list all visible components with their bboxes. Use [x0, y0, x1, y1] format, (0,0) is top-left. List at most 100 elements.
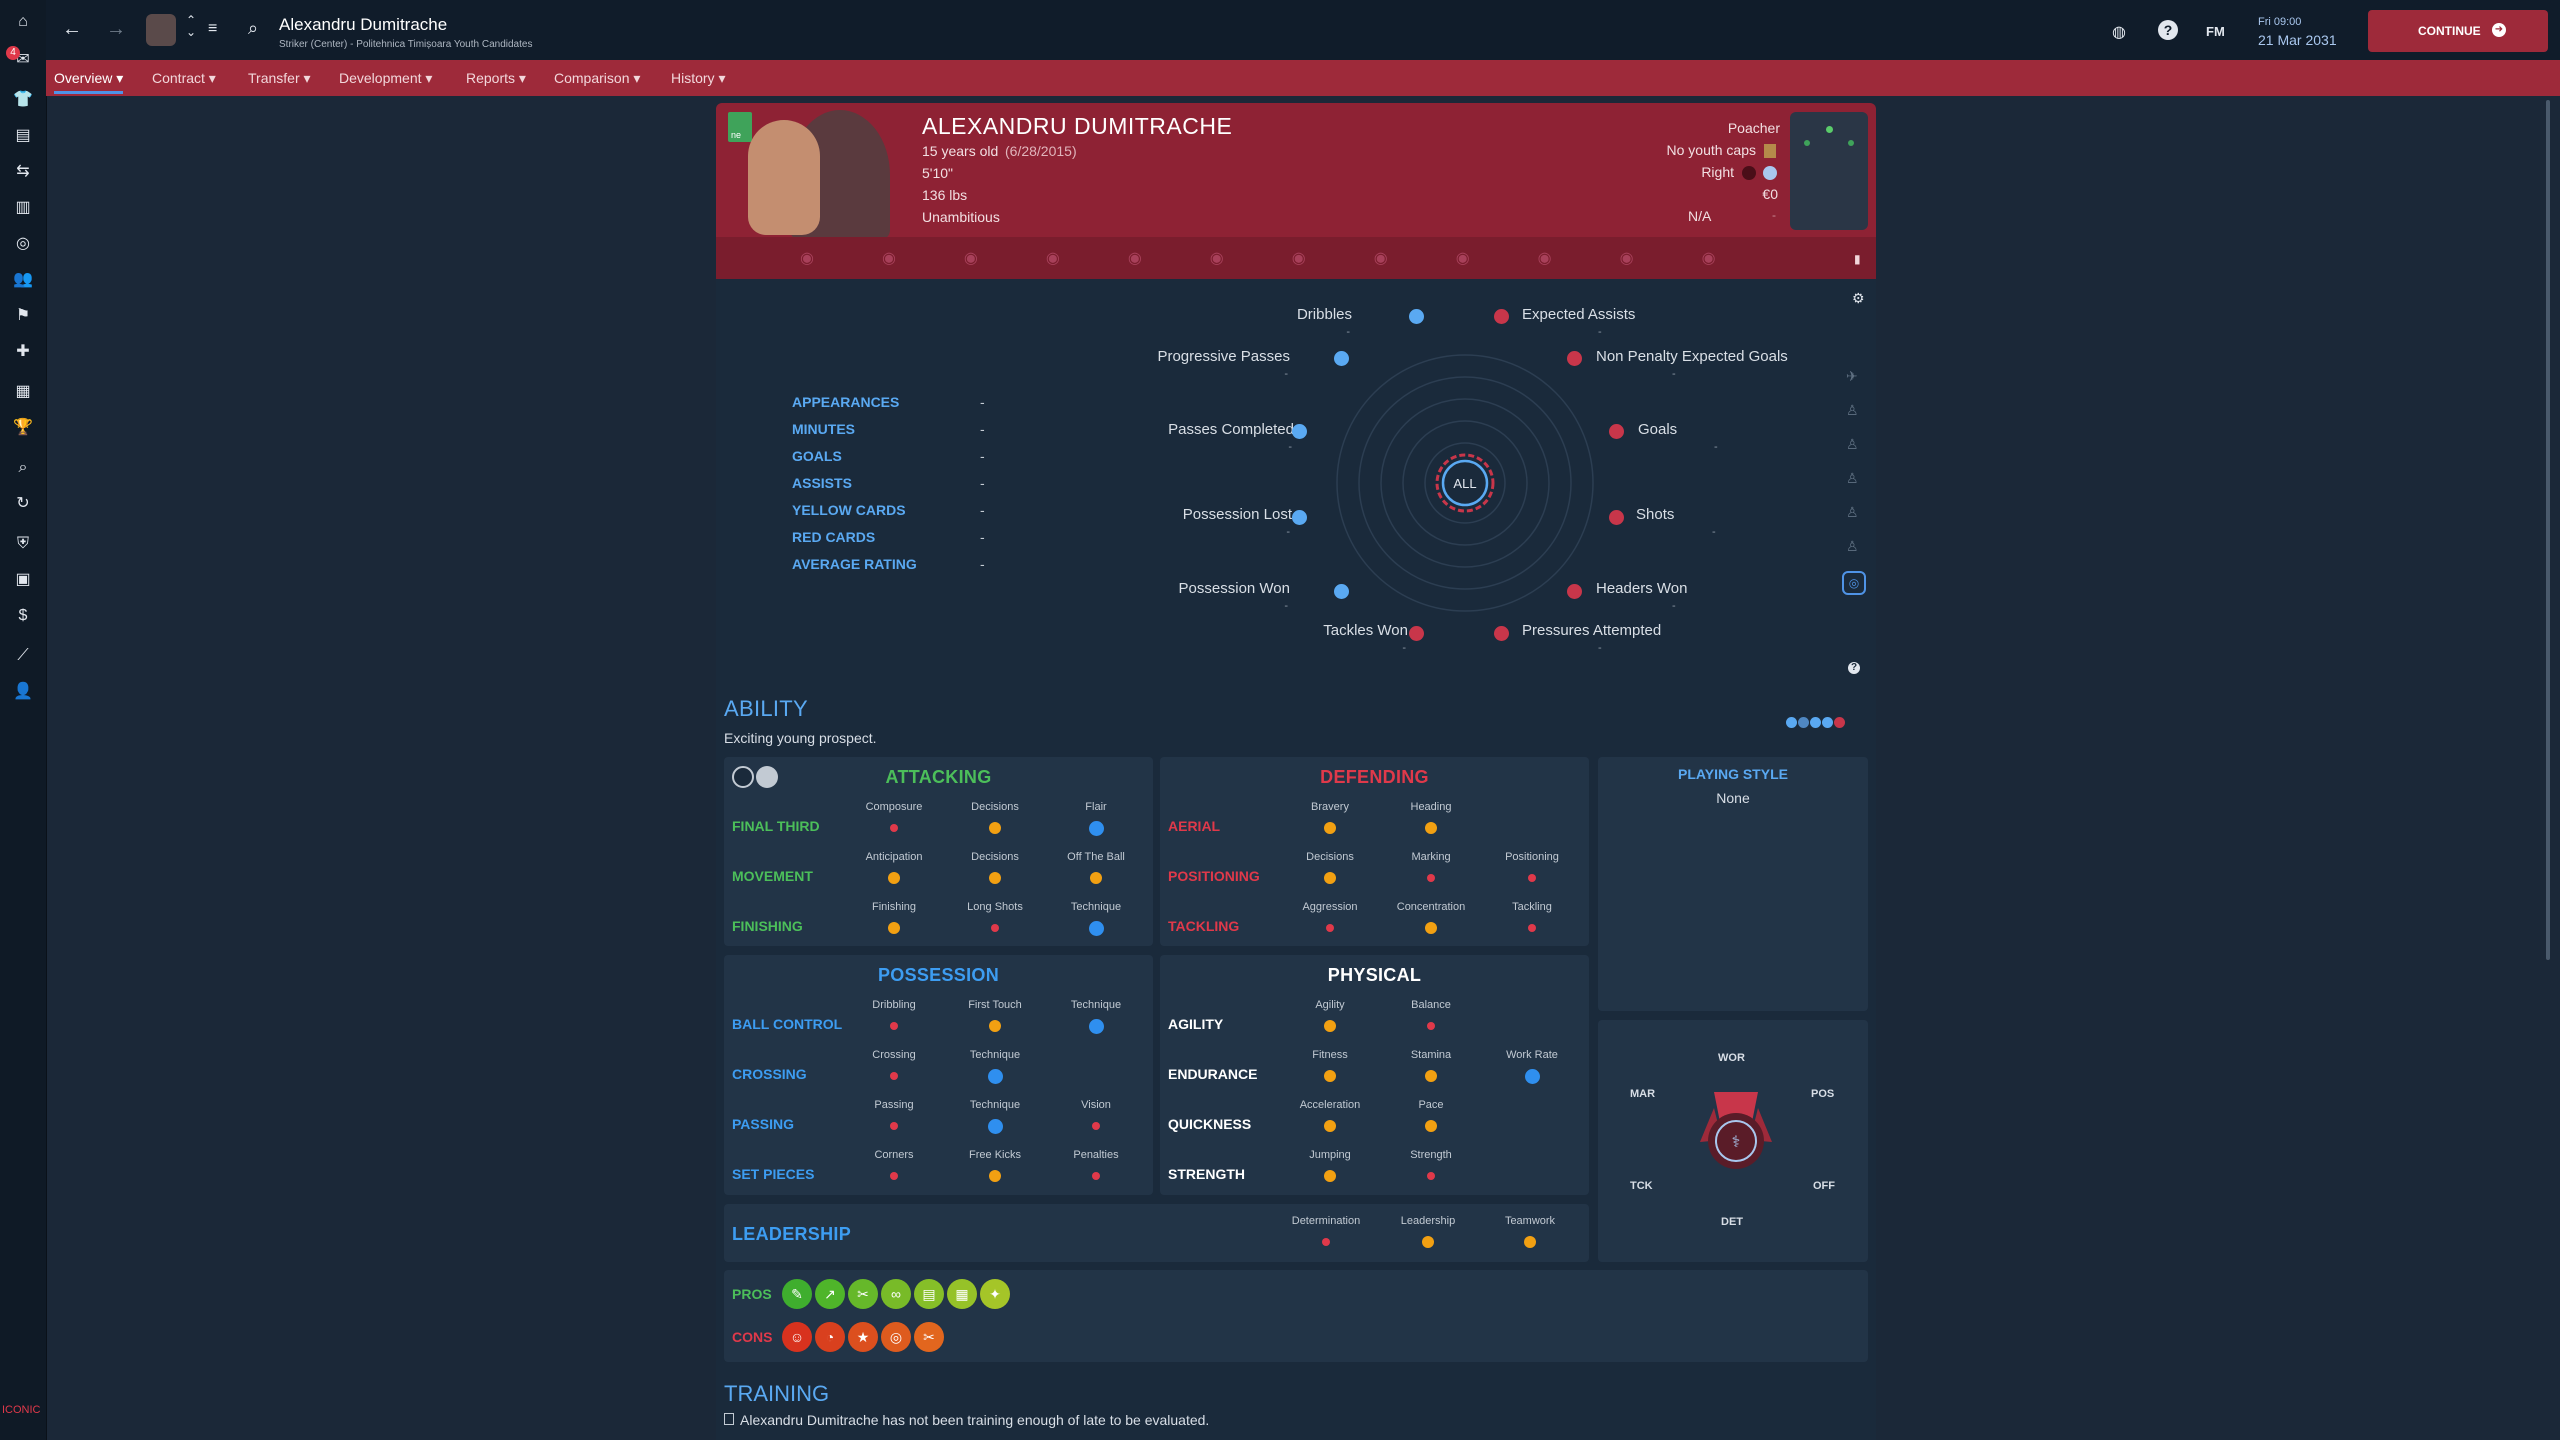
continue-button[interactable]: CONTINUE ➜ [2368, 10, 2548, 52]
attacking-title: ATTACKING [885, 767, 992, 787]
playing-style-panel [1598, 757, 1868, 1011]
manager-icon[interactable]: 👤 [13, 683, 33, 700]
attribute-level-dot [1427, 1172, 1435, 1180]
attribute-name: Vision [1081, 1099, 1111, 1111]
fm-menu[interactable]: FM [2206, 24, 2225, 39]
defending-row-label: AERIAL [1168, 818, 1221, 834]
player-age: 15 years old [922, 143, 999, 159]
radar-ring [1358, 376, 1572, 590]
radar-metric-value: - [1288, 441, 1292, 453]
attribute-level-dot [888, 922, 900, 934]
star-player-icon[interactable] [732, 766, 754, 788]
tab-reports[interactable]: Reports ▾ [466, 70, 526, 86]
attribute-level-dot [1324, 1120, 1336, 1132]
tab-overview[interactable]: Overview ▾ [54, 60, 124, 96]
tab-history[interactable]: History ▾ [671, 70, 726, 86]
club-badge[interactable] [146, 14, 176, 46]
dynamics-icon[interactable]: ▤ [15, 127, 31, 144]
attribute-level-dot [989, 872, 1001, 884]
staff-icon[interactable]: 👥 [13, 271, 33, 288]
pro-trait-icon[interactable]: ✎ [782, 1279, 812, 1309]
scouting-icon[interactable]: ⌕ [18, 459, 28, 476]
pro-trait-icon[interactable]: ▤ [914, 1279, 944, 1309]
physical-row-label: STRENGTH [1168, 1166, 1245, 1182]
filter-icon-2[interactable]: ♙ [1846, 402, 1859, 418]
radar-metric-label: Non Penalty Expected Goals [1596, 348, 1788, 365]
tab-comparison[interactable]: Comparison ▾ [554, 70, 641, 86]
date-day: Fri 09:00 [2258, 16, 2302, 28]
stat-value: - [980, 529, 985, 545]
ability-star [1822, 717, 1833, 728]
attribute-name: Technique [1070, 901, 1122, 913]
tab-contract[interactable]: Contract ▾ [152, 70, 216, 86]
radar-help-icon[interactable]: ? [1848, 662, 1860, 674]
medical-icon[interactable]: ✚ [16, 343, 30, 360]
analytics-icon[interactable]: ⟋ [17, 647, 29, 664]
attribute-level-dot [1427, 874, 1435, 882]
tab-label: Reports [466, 70, 516, 86]
search-icon[interactable]: ⌕ [248, 18, 259, 38]
attribute-name: Work Rate [1506, 1049, 1558, 1061]
inbox-icon[interactable]: ✉ [16, 51, 30, 68]
attribute-name: Jumping [1309, 1149, 1351, 1161]
attribute-name: Free Kicks [969, 1149, 1021, 1161]
pro-trait-icon[interactable]: ∞ [881, 1279, 911, 1309]
scrollbar[interactable] [2546, 100, 2550, 960]
competitions-icon[interactable]: 🏆 [13, 419, 33, 436]
filter-icon-1[interactable]: ✈ [1846, 368, 1858, 384]
help-icon[interactable]: ? [2158, 20, 2178, 40]
preferred-foot: Right [1701, 164, 1734, 180]
con-trait-icon[interactable]: ◔ [815, 1322, 845, 1352]
home-icon[interactable]: ⌂ [18, 13, 28, 30]
attribute-level-dot [1324, 1020, 1336, 1032]
possession-panel [724, 955, 1153, 1195]
position-pitch[interactable] [1790, 112, 1868, 230]
radar-center-ring-blue[interactable] [1441, 459, 1489, 507]
attribute-name: Marking [1411, 851, 1451, 863]
coach-icon[interactable] [756, 766, 778, 788]
con-trait-icon[interactable]: ✂ [914, 1322, 944, 1352]
training-icon[interactable]: ⚑ [15, 307, 31, 324]
player-switch-icon[interactable]: ⌃ ⌄ [186, 13, 197, 39]
transfers-icon[interactable]: ⇆ [16, 163, 30, 180]
player-dob: (6/28/2015) [1005, 143, 1077, 159]
pro-trait-icon[interactable]: ✦ [980, 1279, 1010, 1309]
filter-icon-all[interactable]: ◎ [1842, 571, 1866, 595]
attribute-name: Balance [1411, 999, 1451, 1011]
attribute-level-dot [890, 1172, 898, 1180]
tab-transfer[interactable]: Transfer ▾ [248, 70, 311, 86]
radar-metric-label: Expected Assists [1522, 306, 1636, 323]
attribute-name: Off The Ball [1067, 851, 1125, 863]
finances-icon[interactable]: $ [18, 607, 28, 624]
tab-development[interactable]: Development ▾ [339, 70, 433, 86]
club-icon[interactable]: ⛨ [16, 535, 29, 552]
page-title: Alexandru Dumitrache [279, 15, 448, 34]
data-hub-icon[interactable]: ▣ [15, 571, 31, 588]
player-name: ALEXANDRU DUMITRACHE [922, 113, 1233, 139]
schedule-icon[interactable]: ▦ [15, 383, 31, 400]
con-trait-icon[interactable]: ◎ [881, 1322, 911, 1352]
squad-icon[interactable]: 👕 [13, 91, 33, 108]
reports-icon[interactable]: ▥ [15, 199, 31, 216]
tactics-icon[interactable]: ◎ [16, 235, 30, 252]
con-trait-icon[interactable]: ★ [848, 1322, 878, 1352]
pro-trait-icon[interactable]: ↗ [815, 1279, 845, 1309]
filter-icon-6[interactable]: ♙ [1846, 538, 1859, 554]
forward-arrow-icon[interactable]: → [106, 18, 126, 40]
con-trait-icon[interactable]: ☺ [782, 1322, 812, 1352]
trash-icon[interactable]: ▮ [1854, 252, 1861, 266]
menu-icon[interactable]: ≡ [208, 20, 218, 37]
ability-star [1834, 717, 1845, 728]
settings-gear-icon[interactable]: ⚙ [1852, 290, 1865, 306]
attribute-level-dot [1425, 822, 1437, 834]
filter-icon-4[interactable]: ♙ [1846, 470, 1859, 486]
pro-trait-icon[interactable]: ✂ [848, 1279, 878, 1309]
pro-trait-icon[interactable]: ▦ [947, 1279, 977, 1309]
radar-metric-value: - [1598, 326, 1602, 338]
back-arrow-icon[interactable]: ← [62, 18, 82, 40]
filter-icon-5[interactable]: ♙ [1846, 504, 1859, 520]
refresh-icon[interactable]: ↻ [16, 495, 30, 512]
radar-metric-value: - [1402, 642, 1406, 654]
world-icon[interactable]: ◍ [2112, 24, 2126, 41]
filter-icon-3[interactable]: ♙ [1846, 436, 1859, 452]
